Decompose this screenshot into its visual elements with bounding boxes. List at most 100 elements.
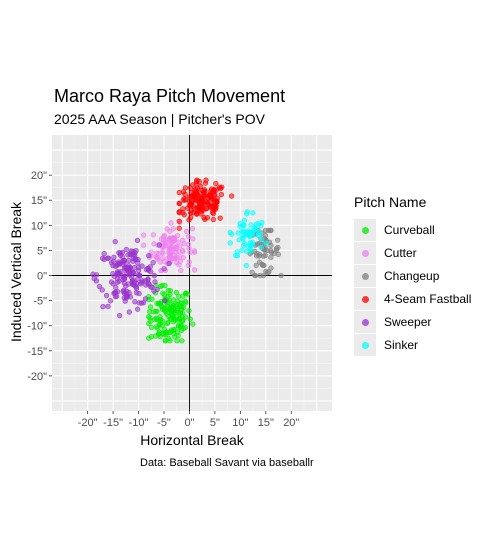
data-point-cutter	[185, 262, 191, 269]
x-tick-label: -5"	[157, 417, 171, 429]
data-point-curveball	[173, 289, 180, 296]
legend-item-sinker: Sinker	[354, 333, 471, 356]
data-point-sweeper	[151, 272, 158, 279]
data-point-sinker	[244, 209, 250, 215]
data-point-sweeper	[121, 258, 128, 264]
data-point-changeup	[268, 265, 274, 271]
chart-title: Marco Raya Pitch Movement	[54, 86, 286, 106]
data-point-changeup	[257, 272, 263, 279]
data-point-sinker	[241, 217, 248, 223]
data-point-curveball	[154, 317, 160, 323]
data-point-sweeper	[124, 267, 131, 273]
data-point-sweeper	[135, 276, 141, 282]
y-tick-label: -10"	[27, 321, 47, 333]
data-source-caption: Data: Baseball Savant via baseballr	[140, 457, 314, 469]
data-point-4-seam-fastball	[218, 191, 225, 198]
data-point-curveball	[171, 315, 177, 321]
data-point-cutter	[150, 232, 156, 238]
data-point-sweeper	[126, 309, 133, 315]
data-point-cutter	[180, 247, 186, 254]
data-point-changeup	[275, 244, 281, 251]
data-point-sweeper	[93, 272, 100, 278]
data-point-sinker	[227, 240, 233, 246]
legend-item-4-seam-fastball: 4-Seam Fastball	[354, 287, 471, 310]
legend-key	[354, 218, 376, 241]
data-point-sweeper	[129, 274, 135, 281]
data-point-sinker	[241, 222, 247, 229]
data-point-sweeper	[129, 269, 135, 276]
data-point-curveball	[147, 304, 154, 310]
data-point-4-seam-fastball	[176, 189, 182, 196]
data-point-changeup	[275, 251, 282, 258]
data-point-sweeper	[107, 298, 114, 304]
data-point-changeup	[278, 272, 284, 279]
x-tick-label: 10"	[232, 417, 248, 429]
data-point-sinker	[245, 228, 252, 234]
data-point-sinker	[235, 230, 241, 236]
data-point-changeup	[259, 261, 265, 267]
data-point-curveball	[176, 293, 182, 300]
data-point-curveball	[174, 338, 180, 344]
legend-marker-icon	[362, 318, 369, 326]
data-point-4-seam-fastball	[176, 225, 182, 231]
data-point-sinker	[236, 237, 242, 243]
data-point-4-seam-fastball	[180, 189, 187, 195]
data-point-sweeper	[101, 251, 107, 257]
data-point-sweeper	[110, 270, 116, 277]
data-point-sinker	[234, 253, 241, 259]
y-tick-label: -5"	[33, 296, 47, 308]
data-point-4-seam-fastball	[217, 185, 224, 192]
data-point-4-seam-fastball	[194, 178, 200, 185]
legend-item-sweeper: Sweeper	[354, 310, 471, 333]
chart-subtitle: 2025 AAA Season | Pitcher's POV	[54, 111, 265, 127]
data-point-sinker	[263, 240, 270, 246]
data-point-sweeper	[105, 303, 111, 310]
data-point-sweeper	[131, 282, 138, 289]
data-point-sweeper	[96, 283, 103, 290]
data-point-4-seam-fastball	[190, 182, 196, 188]
data-point-cutter	[153, 250, 160, 256]
data-point-changeup	[275, 237, 281, 243]
data-point-cutter	[174, 232, 181, 239]
data-point-cutter	[185, 241, 192, 248]
data-point-sweeper	[133, 247, 139, 254]
data-point-cutter	[148, 249, 154, 255]
legend-label: 4-Seam Fastball	[384, 291, 472, 306]
data-point-cutter	[169, 235, 176, 241]
y-tick-label: -20"	[27, 371, 47, 383]
data-point-sinker	[227, 229, 233, 236]
data-point-cutter	[161, 232, 167, 238]
x-tick-label: -20"	[78, 417, 98, 429]
data-point-sweeper	[128, 248, 134, 254]
legend-marker-icon	[362, 272, 369, 280]
data-point-curveball	[178, 321, 184, 328]
data-point-sweeper	[138, 281, 144, 287]
data-point-cutter	[190, 236, 196, 242]
data-point-4-seam-fastball	[176, 200, 182, 207]
x-axis-label: Horizontal Break	[140, 432, 244, 448]
legend-label: Changeup	[384, 268, 440, 283]
data-point-cutter	[177, 258, 183, 264]
plot-panel	[52, 135, 332, 411]
data-point-cutter	[160, 255, 166, 261]
data-point-cutter	[160, 245, 166, 251]
data-point-sweeper	[156, 242, 162, 248]
data-point-sweeper	[154, 286, 160, 293]
data-point-sweeper	[132, 299, 138, 305]
legend-item-curveball: Curveball	[354, 218, 471, 241]
data-point-4-seam-fastball	[217, 215, 223, 221]
legend-title: Pitch Name	[354, 194, 427, 210]
data-point-curveball	[179, 338, 185, 344]
data-point-sweeper	[148, 268, 154, 275]
data-point-changeup	[254, 241, 260, 247]
x-tick-label: 5"	[210, 417, 220, 429]
data-point-sweeper	[108, 279, 115, 285]
data-point-curveball	[150, 309, 157, 315]
data-point-sweeper	[123, 246, 129, 253]
data-point-sweeper	[132, 252, 138, 259]
data-point-sinker	[239, 247, 245, 253]
data-point-sweeper	[152, 279, 158, 285]
legend-key	[354, 241, 376, 264]
data-point-4-seam-fastball	[188, 207, 194, 213]
